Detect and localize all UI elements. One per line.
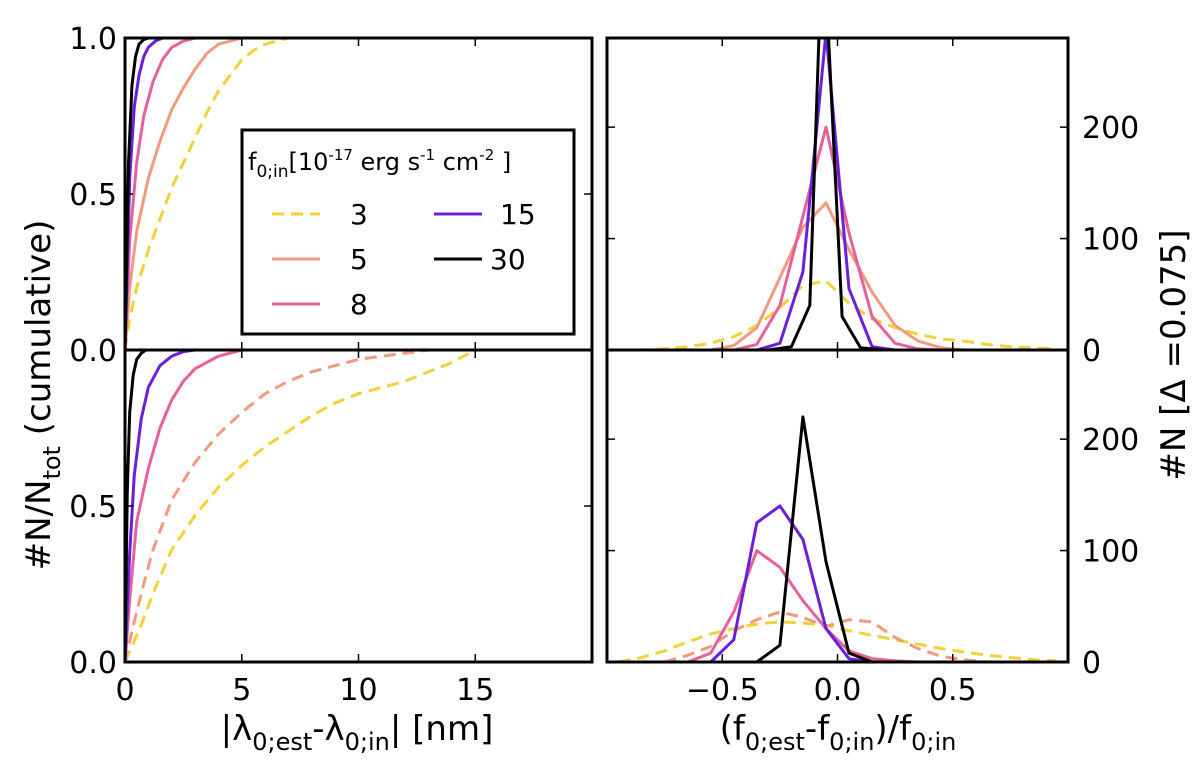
legend-label-5: 5: [350, 243, 368, 276]
panel-top-left-ytick-label: 0.5: [69, 178, 117, 213]
panel-bottom-right-frame: [605, 348, 1070, 664]
panel-bottom-left-series-8: [125, 350, 266, 662]
panel-top-right-series-3: [618, 279, 1057, 350]
legend-label-8: 8: [350, 288, 368, 321]
panel-bottom-left-series: [125, 350, 499, 662]
panel-bottom-left: 0.0 0.5 0 5 10 15: [69, 348, 594, 708]
panel-top-left-ytick-label: 1.0: [69, 22, 117, 57]
panel-bottom-left-xtick-label: 5: [232, 673, 251, 708]
panel-top-left-ytick-label: 0.0: [69, 334, 117, 369]
legend-box: [240, 128, 576, 336]
panel-top-right-series-8: [733, 125, 942, 350]
panel-bottom-left-xtick-label: 10: [339, 673, 377, 708]
panel-bottom-right-series-30: [755, 415, 873, 662]
panel-bottom-right-series: [618, 415, 1057, 662]
panel-top-right-ytick-label: 0: [1082, 334, 1101, 369]
panel-top-left-series-5: [125, 38, 266, 350]
right-y-axis-label: #N [Δ =0.075]: [1154, 229, 1194, 480]
panel-bottom-right-series-8: [687, 549, 942, 662]
panel-top-right-series-15: [756, 38, 896, 350]
left-y-axis-label: #N/Ntot (cumulative): [19, 220, 66, 571]
legend-label-3: 3: [350, 198, 368, 231]
legend-label-30: 30: [490, 243, 526, 276]
panel-top-right-ytick-label: 100: [1082, 223, 1139, 258]
panel-bottom-left-series-3: [125, 350, 499, 662]
panel-bottom-right-series-3: [618, 620, 1057, 662]
panel-top-right-series: [618, 38, 1057, 350]
panel-bottom-right-ytick-label: 200: [1082, 423, 1139, 458]
panel-bottom-right-xtick-label: −0.5: [686, 673, 759, 708]
panel-bottom-right-xtick-label: 0.0: [814, 673, 862, 708]
panel-bottom-left-frame: [123, 348, 594, 664]
panel-top-left-series-3: [125, 38, 289, 350]
panel-bottom-right-series-5: [664, 610, 988, 662]
panel-bottom-left-xtick-label: 15: [456, 673, 494, 708]
panel-bottom-left-series-5: [125, 350, 452, 662]
legend-label-15: 15: [500, 198, 536, 231]
left-x-axis-label: |λ0;est-λ0;in| [nm]: [221, 709, 494, 756]
right-x-axis-label: (f0;est-f0;in)/f0;in: [720, 709, 957, 756]
legend: f0;in[10-17 erg s-1 cm-2 ] 3 15 5 30 8: [240, 128, 576, 336]
panel-bottom-left-ytick-label: 0.5: [69, 490, 117, 525]
panel-top-right-ytick-label: 200: [1082, 111, 1139, 146]
panel-top-right: 0 100 200: [605, 36, 1139, 369]
panel-top-right-series-30: [768, 38, 884, 350]
panel-top-left: 0.0 0.5 1.0: [69, 22, 594, 369]
panel-bottom-right: 0 100 200 −0.5 0.0 0.5: [605, 348, 1139, 708]
panel-top-left-series-8: [125, 38, 219, 350]
panel-bottom-right-xtick-label: 0.5: [929, 673, 977, 708]
legend-title: f0;in[10-17 erg s-1 cm-2 ]: [248, 146, 511, 182]
panel-bottom-left-xtick-label: 0: [115, 673, 134, 708]
panel-bottom-right-ytick-label: 100: [1082, 535, 1139, 570]
panel-bottom-right-ytick-label: 0: [1082, 646, 1101, 681]
panel-bottom-left-ytick-label: 0.0: [69, 646, 117, 681]
